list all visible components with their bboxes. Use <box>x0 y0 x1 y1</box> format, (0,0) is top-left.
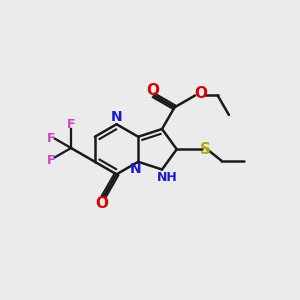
Text: F: F <box>47 132 56 145</box>
Text: O: O <box>194 86 208 101</box>
Text: N: N <box>130 162 141 176</box>
Text: F: F <box>67 118 75 131</box>
Text: O: O <box>95 196 108 211</box>
Text: NH: NH <box>157 171 178 184</box>
Text: N: N <box>111 110 122 124</box>
Text: S: S <box>200 142 211 157</box>
Text: F: F <box>47 154 56 167</box>
Text: O: O <box>146 83 159 98</box>
